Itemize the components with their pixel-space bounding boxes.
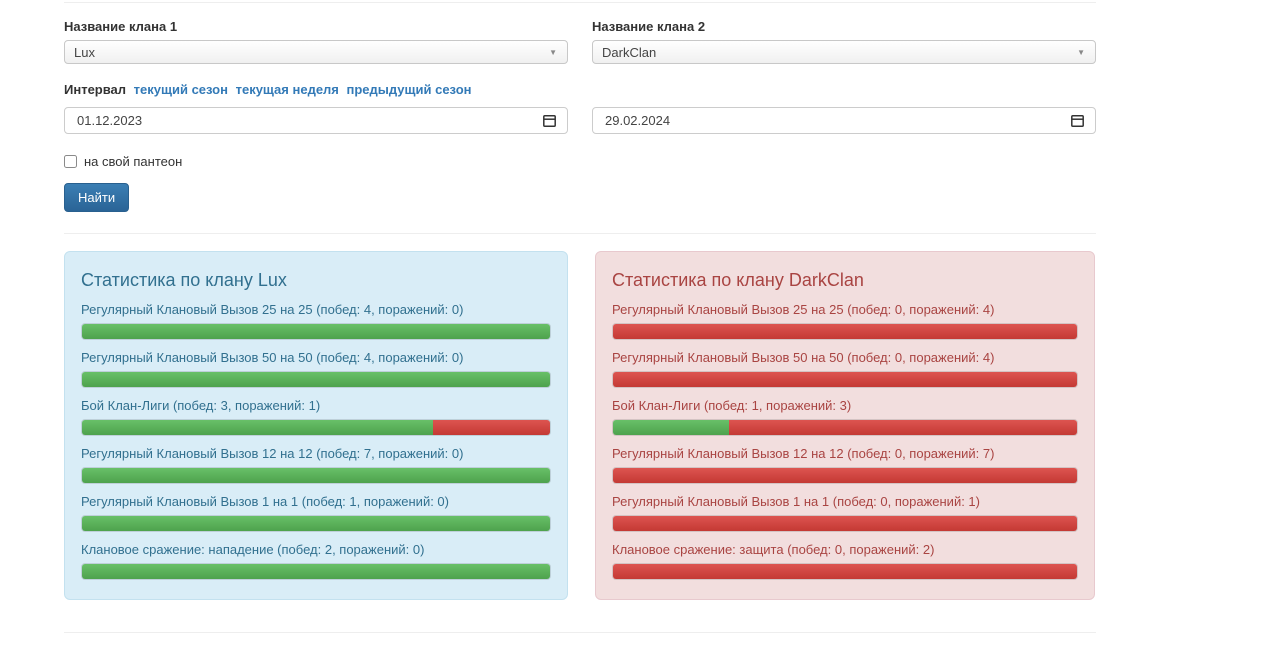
interval-label: Интервал [64,82,127,97]
stat-row: Регулярный Клановый Вызов 50 на 50 (побе… [612,349,1078,388]
stat-label: Регулярный Клановый Вызов 1 на 1 (побед:… [612,494,980,509]
pantheon-checkbox-row: на свой пантеон [64,154,1096,169]
statistics-panels: Статистика по клану Lux Регулярный Клано… [64,251,1096,600]
loss-segment [613,372,1077,387]
winloss-bar [612,563,1078,580]
date-from-input[interactable]: 01.12.2023 [64,107,568,134]
loss-segment [613,516,1077,531]
pantheon-checkbox-label: на свой пантеон [84,154,183,169]
clan1-panel-title: Статистика по клану Lux [81,270,287,290]
calendar-icon[interactable] [1070,113,1085,128]
interval-link-previous-season[interactable]: предыдущий сезон [346,82,472,97]
top-divider [64,2,1096,3]
chevron-down-icon: ▼ [549,47,557,57]
bottom-divider [64,632,1096,633]
winloss-bar [81,515,551,532]
interval-link-current-week[interactable]: текущая неделя [235,82,339,97]
stat-label: Бой Клан-Лиги (побед: 1, поражений: 3) [612,398,852,413]
stat-label: Регулярный Клановый Вызов 25 на 25 (побе… [612,302,995,317]
stat-row: Клановое сражение: нападение (побед: 2, … [81,541,551,580]
loss-segment [613,324,1077,339]
stat-row: Клановое сражение: защита (побед: 0, пор… [612,541,1078,580]
interval-link-current-season[interactable]: текущий сезон [133,82,228,97]
clan2-selected-value: DarkClan [602,44,657,60]
calendar-icon[interactable] [542,113,557,128]
mid-divider [64,233,1096,234]
date-range-row: 01.12.2023 29.02.2024 [64,107,1096,134]
winloss-bar [612,323,1078,340]
clan1-selected-value: Lux [74,44,95,60]
winloss-bar [81,371,551,388]
winloss-bar [612,371,1078,388]
stat-row: Регулярный Клановый Вызов 1 на 1 (побед:… [81,493,551,532]
stat-label: Регулярный Клановый Вызов 12 на 12 (побе… [81,446,464,461]
winloss-bar [612,515,1078,532]
clan2-select[interactable]: DarkClan ▼ [592,40,1096,64]
clan2-panel-title: Статистика по клану DarkClan [612,270,864,290]
stat-label: Клановое сражение: защита (побед: 0, пор… [612,542,935,557]
chevron-down-icon: ▼ [1077,47,1085,57]
loss-segment [729,420,1077,435]
clan2-stats-panel: Статистика по клану DarkClan Регулярный … [595,251,1095,600]
win-segment [82,372,550,387]
stat-label: Клановое сражение: нападение (побед: 2, … [81,542,425,557]
winloss-bar [81,563,551,580]
win-segment [82,564,550,579]
win-segment [82,324,550,339]
date-to-value: 29.02.2024 [605,113,671,128]
interval-row: Интервал текущий сезон текущая неделя пр… [64,82,1096,97]
loss-segment [433,420,550,435]
pantheon-checkbox[interactable] [64,155,77,168]
stat-label: Регулярный Клановый Вызов 50 на 50 (побе… [81,350,464,365]
clan1-field: Название клана 1 Lux ▼ [64,3,568,64]
winloss-bar [81,323,551,340]
winloss-bar [612,419,1078,436]
clan2-field: Название клана 2 DarkClan ▼ [592,3,1096,64]
winloss-bar [612,467,1078,484]
clan-compare-page: Название клана 1 Lux ▼ Название клана 2 … [64,2,1096,633]
stat-row: Регулярный Клановый Вызов 12 на 12 (побе… [612,445,1078,484]
win-segment [82,468,550,483]
loss-segment [613,468,1077,483]
win-segment [613,420,729,435]
search-button[interactable]: Найти [64,183,130,212]
stat-row: Бой Клан-Лиги (побед: 3, поражений: 1) [81,397,551,436]
stat-row: Регулярный Клановый Вызов 25 на 25 (побе… [81,301,551,340]
clan2-label: Название клана 2 [592,19,706,34]
clan1-select[interactable]: Lux ▼ [64,40,568,64]
clan-select-row: Название клана 1 Lux ▼ Название клана 2 … [64,3,1096,64]
clan1-stats-panel: Статистика по клану Lux Регулярный Клано… [64,251,568,600]
stat-row: Регулярный Клановый Вызов 12 на 12 (побе… [81,445,551,484]
stat-label: Бой Клан-Лиги (побед: 3, поражений: 1) [81,398,321,413]
stat-label: Регулярный Клановый Вызов 1 на 1 (побед:… [81,494,449,509]
date-to-input[interactable]: 29.02.2024 [592,107,1096,134]
win-segment [82,420,433,435]
winloss-bar [81,467,551,484]
winloss-bar [81,419,551,436]
win-segment [82,516,550,531]
stat-row: Регулярный Клановый Вызов 50 на 50 (побе… [81,349,551,388]
stat-row: Регулярный Клановый Вызов 25 на 25 (побе… [612,301,1078,340]
date-from-value: 01.12.2023 [77,113,143,128]
stat-label: Регулярный Клановый Вызов 12 на 12 (побе… [612,446,995,461]
stat-label: Регулярный Клановый Вызов 25 на 25 (побе… [81,302,464,317]
stat-row: Регулярный Клановый Вызов 1 на 1 (побед:… [612,493,1078,532]
stat-row: Бой Клан-Лиги (побед: 1, поражений: 3) [612,397,1078,436]
clan1-label: Название клана 1 [64,19,178,34]
loss-segment [613,564,1077,579]
stat-label: Регулярный Клановый Вызов 50 на 50 (побе… [612,350,995,365]
